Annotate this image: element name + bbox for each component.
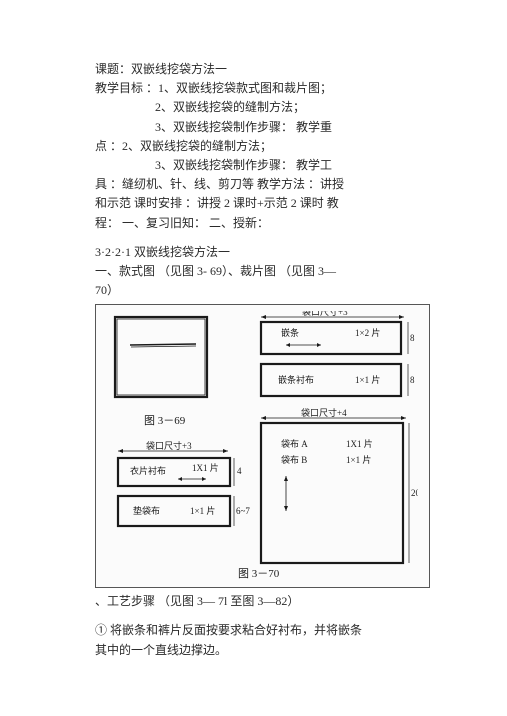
left-dim-label: 袋口尺寸+3	[146, 440, 192, 451]
bag-b: 袋布 B	[281, 454, 307, 465]
yipian-chenbu-count: 1X1 片	[192, 462, 219, 473]
yipian-chenbu: 衣片衬布	[130, 465, 166, 476]
para-step1a: ① 将嵌条和裤片反面按要求粘合好衬布，并将嵌条	[95, 621, 427, 640]
dim-20: 20	[411, 488, 418, 498]
para-style-ref-b: 70）	[95, 281, 427, 300]
fig-3-70-label: 图 3－70	[238, 567, 280, 580]
diandaibu-count: 1×1 片	[190, 505, 215, 516]
figure-svg: 图 3－69 袋口尺寸+3 嵌条 1×2 片 8	[106, 311, 418, 581]
bag-a-count: 1X1 片	[346, 438, 373, 449]
diandaibu: 垫袋布	[133, 505, 160, 516]
para-style-ref-a: 一、款式图 （见图 3- 69）、裁片图 （见图 3—	[95, 262, 427, 281]
fig-3-69-label: 图 3－69	[144, 414, 186, 427]
piece-qiantiao: 嵌条	[281, 327, 299, 338]
fig-3-70-top-panels: 袋口尺寸+3 嵌条 1×2 片 8 嵌条衬布 1×1 片 8	[261, 311, 415, 396]
top-dim-label: 袋口尺寸+3	[302, 311, 348, 317]
para-schedule: 和示范 课时安排 ：讲授 2 课时+示范 2 课时 教	[95, 194, 427, 213]
bag-a: 袋布 A	[281, 438, 308, 449]
bag-b-count: 1×1 片	[346, 454, 371, 465]
para-step1b: 其中的一个直线边撑边。	[95, 641, 427, 660]
fig-3-70-bag-panel: 袋口尺寸+4 袋布 A 1X1 片 袋布 B 1×1 片 20	[261, 407, 418, 563]
para-goal-3: 3、双嵌线挖袋制作步骤： 教学重	[95, 118, 427, 137]
figure-container: 图 3－69 袋口尺寸+3 嵌条 1×2 片 8	[95, 304, 430, 588]
para-focus-1: 点 ：2、双嵌线挖袋的缝制方法；	[95, 137, 427, 156]
para-goal-1: 教学目标 ：1、双嵌线挖袋款式图和裁片图；	[95, 79, 427, 98]
piece-chenbu-count: 1×1 片	[355, 374, 380, 385]
para-steps: 、工艺步骤 （见图 3— 7l 至图 3—82）	[95, 592, 427, 611]
para-process: 程： 一、复习旧知： 二、授新：	[95, 214, 427, 233]
dim-6-7: 6~7	[236, 506, 250, 516]
dim-8-b: 8	[410, 375, 415, 385]
para-focus-2: 3、双嵌线挖袋制作步骤： 教学工	[95, 156, 427, 175]
document-page: 课题：双嵌线挖袋方法一 教学目标 ：1、双嵌线挖袋款式图和裁片图； 2、双嵌线挖…	[0, 0, 507, 660]
dim-8-a: 8	[410, 333, 415, 343]
fig-3-69-group: 图 3－69	[115, 317, 207, 427]
bag-dim-label: 袋口尺寸+4	[301, 407, 347, 418]
fig-3-70-left-panels: 袋口尺寸+3 衣片衬布 1X1 片 4 垫袋布 1×1 片 6~7	[118, 440, 250, 526]
dim-4: 4	[237, 466, 242, 476]
piece-qiantiao-count: 1×2 片	[355, 327, 380, 338]
para-goal-2: 2、双嵌线挖袋的缝制方法；	[95, 98, 427, 117]
lesson-title: 课题：双嵌线挖袋方法一	[95, 60, 427, 79]
para-tools: 具 ：缝纫机、针、线、剪刀等 教学方法 ：讲授	[95, 175, 427, 194]
heading-3221: 3·2·2·1 双嵌线挖袋方法一	[95, 243, 427, 262]
piece-chenbu: 嵌条衬布	[278, 374, 314, 385]
